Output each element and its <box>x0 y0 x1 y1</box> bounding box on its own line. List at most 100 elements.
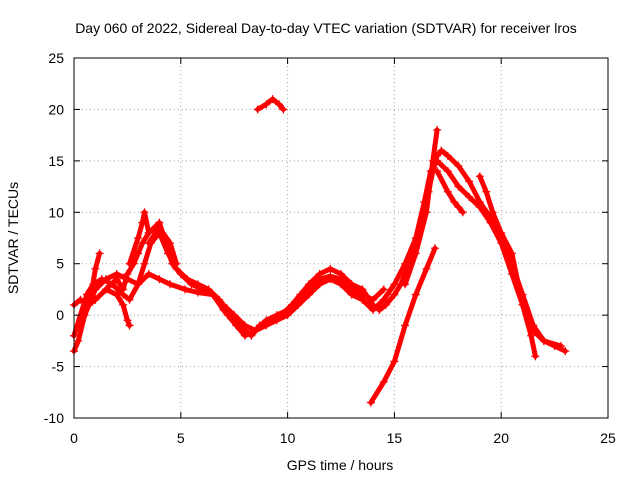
point-track-4-41 <box>475 203 484 212</box>
point-track-4-23 <box>294 300 303 309</box>
point-track-4-2 <box>91 285 100 294</box>
point-track-2-11 <box>166 280 175 289</box>
point-track-4-47 <box>539 336 548 345</box>
x-tick-label-15: 15 <box>387 430 403 446</box>
point-track-4-13 <box>193 280 202 289</box>
y-tick-label-0: 0 <box>56 307 64 323</box>
point-track-1-4 <box>91 264 100 273</box>
point-track-4-3 <box>102 275 111 284</box>
point-track-11-2 <box>450 198 459 206</box>
tick-labels: 0 5 10 15 20 25 -10 -5 0 5 10 15 20 25 <box>44 50 616 446</box>
point-track-4-32 <box>390 280 399 289</box>
point-track-9-5 <box>422 264 431 273</box>
point-track-4-25 <box>315 280 324 289</box>
point-track-10-0 <box>401 280 410 289</box>
point-track-4-17 <box>232 321 241 330</box>
point-track-12-1 <box>482 187 491 196</box>
point-track-4-27 <box>337 280 345 289</box>
point-track-8-3 <box>275 100 284 109</box>
point-track-2-9 <box>144 270 153 278</box>
point-track-12-4 <box>507 249 516 258</box>
series-track-8 <box>253 95 288 114</box>
point-track-3-6 <box>119 285 128 294</box>
grid-lines <box>74 58 608 418</box>
point-track-5-3 <box>123 316 132 325</box>
point-track-4-40 <box>465 192 474 201</box>
data-traces <box>70 95 570 407</box>
point-track-4-19 <box>251 326 260 335</box>
point-track-3-31 <box>337 270 345 278</box>
point-track-8-0 <box>253 105 262 114</box>
point-track-10-4 <box>433 126 442 134</box>
point-track-4-6 <box>134 280 143 289</box>
point-track-9-2 <box>390 357 399 366</box>
y-axis-label: SDTVAR / TECUs <box>5 182 21 294</box>
point-track-4-15 <box>215 295 224 304</box>
plot-frame <box>73 57 609 419</box>
point-track-9-0 <box>366 398 375 407</box>
point-track-4-31 <box>379 295 388 304</box>
series-track-6 <box>125 208 153 268</box>
point-track-2-7 <box>125 295 134 304</box>
point-track-12-2 <box>488 208 497 217</box>
point-track-4-30 <box>369 306 378 314</box>
point-track-3-1 <box>76 295 85 304</box>
point-track-3-37 <box>390 290 399 299</box>
x-tick-label-0: 0 <box>70 430 78 446</box>
point-track-11-4 <box>458 208 467 217</box>
point-track-2-10 <box>155 275 164 284</box>
y-tick-label-25: 25 <box>48 50 64 66</box>
y-tick-label-20: 20 <box>48 101 64 117</box>
series-track-11 <box>433 167 467 217</box>
point-track-4-28 <box>347 290 356 299</box>
series-track-10 <box>401 126 442 289</box>
y-tick-label--10: -10 <box>44 410 64 426</box>
point-track-3-36 <box>381 300 390 309</box>
point-track-8-4 <box>279 105 288 114</box>
point-track-4-21 <box>272 316 281 325</box>
point-track-7-3 <box>172 259 181 268</box>
point-track-4-26 <box>326 275 335 284</box>
axis-ticks <box>73 57 609 419</box>
series-track-4-line <box>77 158 564 349</box>
point-track-3-47 <box>454 162 463 170</box>
point-track-12-5 <box>518 300 527 309</box>
point-track-4-4 <box>112 270 121 278</box>
x-tick-label-10: 10 <box>280 430 296 446</box>
point-track-4-18 <box>240 331 249 340</box>
point-track-4-12 <box>183 275 192 284</box>
series-track-3 <box>70 146 570 356</box>
point-track-7-0 <box>144 239 153 248</box>
point-track-3-29 <box>315 270 324 278</box>
point-track-10-1 <box>411 249 420 258</box>
point-track-4-1 <box>84 300 93 309</box>
x-tick-label-25: 25 <box>600 430 616 446</box>
point-track-12-6 <box>527 331 536 340</box>
point-track-2-2 <box>82 290 91 299</box>
x-tick-label-20: 20 <box>493 430 509 446</box>
point-track-10-2 <box>422 208 431 217</box>
point-track-4-42 <box>486 218 495 227</box>
point-track-4-20 <box>262 321 271 330</box>
point-track-3-30 <box>326 264 335 273</box>
point-track-4-10 <box>163 249 172 258</box>
series-track-9 <box>366 244 439 407</box>
point-track-6-4 <box>144 228 153 237</box>
point-track-7-1 <box>155 223 164 232</box>
point-track-1-1 <box>74 336 83 345</box>
point-track-10-3 <box>428 156 437 165</box>
point-track-6-1 <box>134 234 143 242</box>
point-track-9-4 <box>411 290 420 299</box>
series-track-7-line <box>146 225 179 267</box>
point-track-11-3 <box>454 203 463 212</box>
point-track-6-3 <box>140 208 149 217</box>
series-track-4 <box>76 156 566 350</box>
series-track-12-line <box>477 173 538 359</box>
y-tick-label-15: 15 <box>48 153 64 169</box>
point-track-4-0 <box>76 321 85 330</box>
point-track-4-33 <box>401 259 410 268</box>
point-track-9-1 <box>379 378 388 386</box>
point-track-4-7 <box>140 259 149 268</box>
series-track-7 <box>144 223 181 268</box>
